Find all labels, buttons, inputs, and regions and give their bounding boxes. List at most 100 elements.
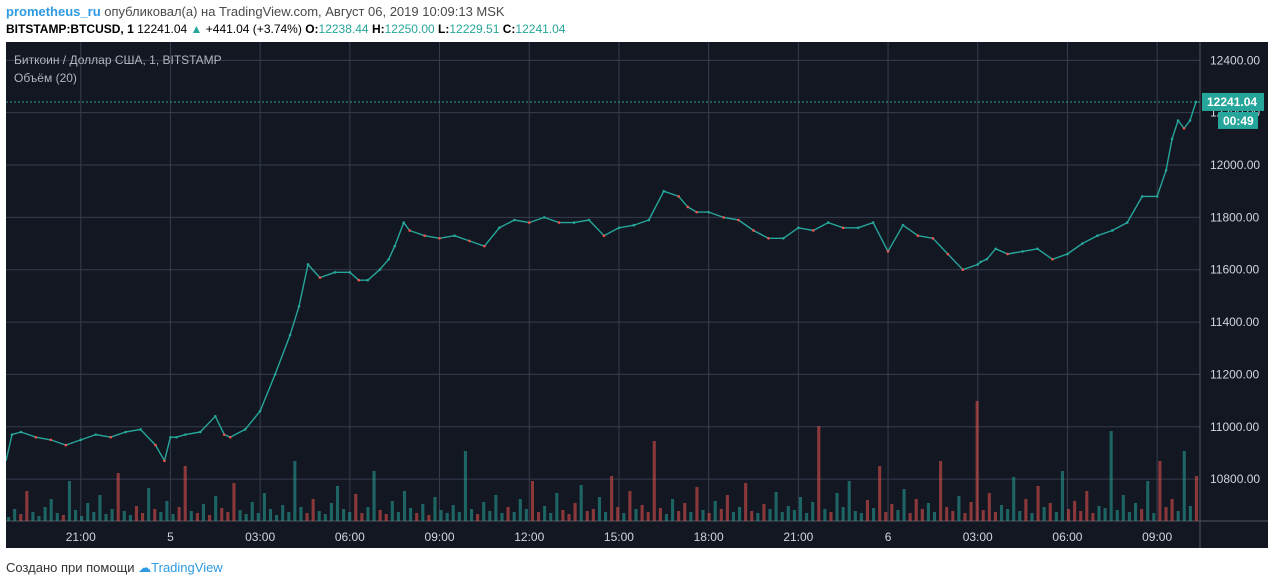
volume-bar <box>634 509 638 521</box>
tradingview-logo-icon[interactable]: ☁ <box>138 560 152 575</box>
volume-bar <box>1091 513 1095 521</box>
volume-bar <box>147 488 151 521</box>
volume-bar <box>731 512 736 521</box>
price-point <box>602 234 606 237</box>
volume-bar <box>1048 503 1052 521</box>
volume-bar <box>384 514 388 521</box>
volume-bar <box>500 513 504 521</box>
volume-bar <box>256 513 260 521</box>
price-point <box>438 237 441 240</box>
price-point <box>737 218 740 222</box>
volume-bar <box>275 515 279 521</box>
volume-bar <box>811 502 815 521</box>
x-tick-label: 06:00 <box>1052 530 1082 544</box>
last-price: 12241.04 <box>137 22 188 36</box>
volume-bar <box>299 507 303 521</box>
price-point <box>871 221 875 224</box>
change-value: +441.04 (+3.74%) <box>205 22 302 36</box>
price-point <box>1051 257 1054 261</box>
y-tick-label: 11600.00 <box>1210 263 1259 277</box>
volume-bar <box>415 513 419 521</box>
volume-bar <box>707 513 711 521</box>
volume-bar <box>1024 499 1028 521</box>
price-point <box>797 226 800 230</box>
volume-bar <box>805 513 809 521</box>
volume-bar <box>396 512 400 521</box>
x-tick-label: 21:00 <box>66 530 96 544</box>
volume-bar <box>920 509 924 521</box>
volume-bar <box>457 512 461 521</box>
volume-bar <box>750 511 754 521</box>
price-point <box>1081 242 1084 245</box>
volume-bar <box>1079 511 1083 521</box>
price-point <box>1021 250 1024 253</box>
price-point <box>886 250 890 253</box>
volume-bar <box>329 503 333 521</box>
volume-bar <box>847 481 851 521</box>
volume-bar <box>463 451 467 521</box>
price-point <box>1125 221 1129 224</box>
volume-bar <box>1146 481 1150 521</box>
volume-bar <box>506 507 510 521</box>
volume-bar <box>1188 506 1192 521</box>
price-point <box>677 195 681 198</box>
price-point <box>124 430 127 434</box>
high-label: H: <box>371 22 385 36</box>
price-point <box>184 433 187 436</box>
volume-bar <box>536 512 541 521</box>
chart-title: Биткоин / Доллар США, 1, BITSTAMP <box>14 53 222 67</box>
high-value: 12250.00 <box>384 22 435 36</box>
volume-bar <box>7 517 11 521</box>
volume-bar <box>768 509 772 521</box>
tradingview-brand[interactable]: TradingView <box>151 560 223 575</box>
last-price-tag <box>1202 92 1264 111</box>
volume-bar <box>683 503 687 521</box>
volume-bar <box>792 510 796 521</box>
author-link[interactable]: prometheus_ru <box>6 4 101 19</box>
volume-bar <box>268 509 273 521</box>
low-label: L: <box>438 22 450 36</box>
price-point <box>387 257 391 261</box>
volume-bar <box>1054 512 1058 521</box>
chart-background <box>6 42 1268 548</box>
price-point <box>366 278 370 282</box>
price-point <box>94 433 97 436</box>
price-point <box>931 237 935 240</box>
price-point <box>222 433 226 436</box>
volume-bar <box>981 510 985 521</box>
volume-bar <box>1152 513 1156 521</box>
volume-bar <box>677 511 681 521</box>
price-point <box>826 221 830 224</box>
price-point <box>1170 137 1174 141</box>
price-point <box>1164 168 1168 172</box>
volume-indicator-label: Объём (20) <box>14 71 77 85</box>
x-tick-label: 03:00 <box>963 530 993 544</box>
volume-bar <box>646 512 650 521</box>
volume-bar <box>908 513 912 521</box>
volume-bar <box>658 508 662 521</box>
volume-bar <box>232 483 236 521</box>
chart-area[interactable]: 12400.0012200.0012000.0011800.0011600.00… <box>6 42 1268 548</box>
volume-bar <box>914 499 918 521</box>
volume-bar <box>402 491 407 521</box>
price-point <box>109 435 112 439</box>
volume-bar <box>354 494 358 521</box>
volume-bar <box>476 514 480 521</box>
price-point <box>512 218 516 222</box>
volume-bar <box>134 506 139 521</box>
volume-bar <box>512 512 516 521</box>
volume-bar <box>305 513 309 521</box>
volume-bar <box>993 512 997 521</box>
volume-bar <box>61 515 65 521</box>
price-point <box>752 229 755 232</box>
volume-bar <box>1006 509 1010 521</box>
volume-bar <box>439 510 443 521</box>
volume-bar <box>1060 471 1064 521</box>
price-point <box>1176 119 1180 122</box>
volume-bar <box>116 473 120 521</box>
price-chart[interactable]: 12400.0012200.0012000.0011800.0011600.00… <box>6 42 1268 548</box>
volume-bar <box>19 514 23 521</box>
price-point <box>686 205 690 209</box>
x-tick-label: 09:00 <box>1142 530 1172 544</box>
x-tick-label: 15:00 <box>604 530 634 544</box>
